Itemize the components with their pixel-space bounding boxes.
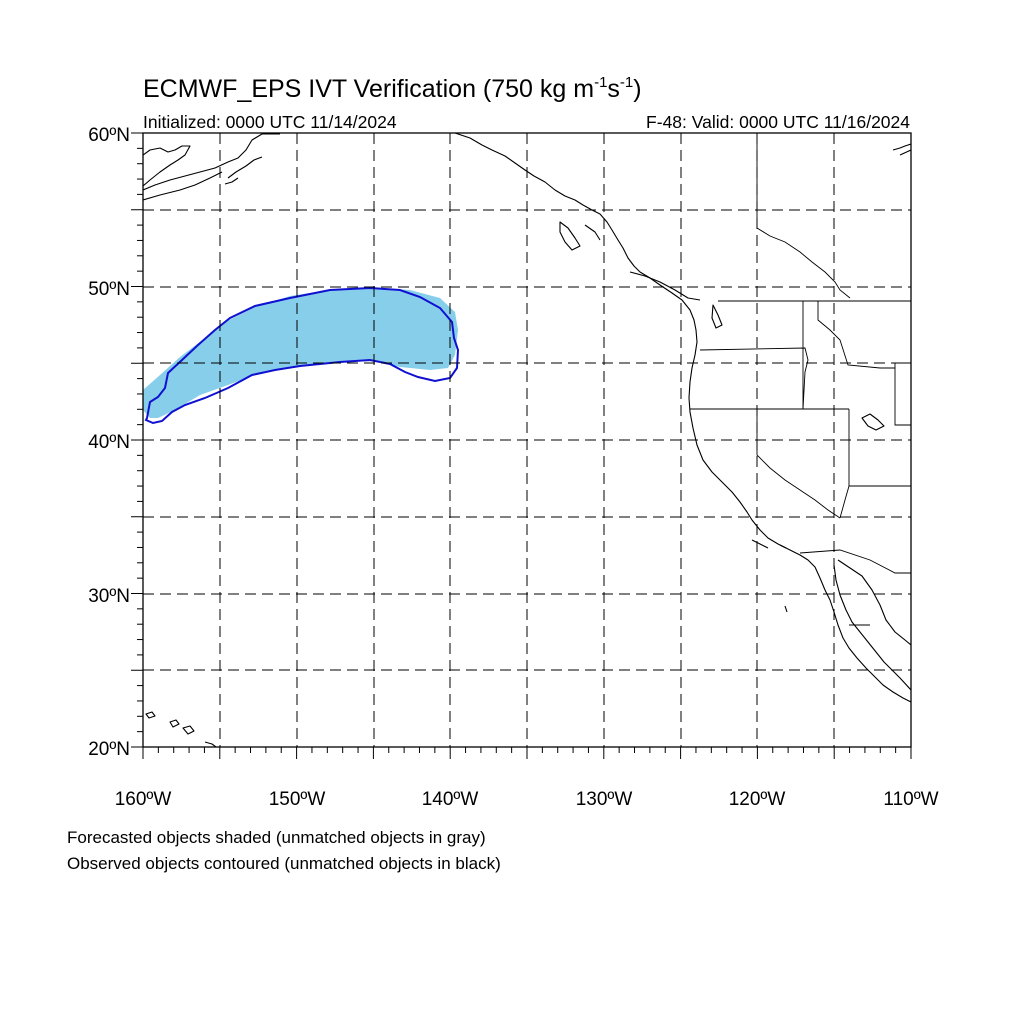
lon-label-110w: 110ºW [883,789,938,810]
north-america-coastline [454,133,911,703]
valid-label: F-48: Valid: 0000 UTC 11/16/2024 [646,112,910,132]
hawaii-islands [145,711,217,747]
forecast-note: Forecasted objects shaded (unmatched obj… [67,828,486,847]
lon-label-120w: 120ºW [729,789,786,810]
forecast-object-shaded [143,288,458,418]
lat-label-60: 60ºN [88,125,130,146]
alaska-coastline [143,133,911,201]
lon-label-160w: 160ºW [115,789,172,810]
axis-ticks [131,132,912,759]
lat-label-50: 50ºN [88,279,130,300]
lat-label-20: 20ºN [88,739,130,760]
lon-label-140w: 140ºW [422,789,479,810]
observed-object-contour [144,286,460,425]
map-title: ECMWF_EPS IVT Verification (750 kg m-1s-… [143,74,642,103]
latitude-gridlines [143,209,911,671]
political-borders [690,133,911,626]
lat-label-30: 30ºN [88,586,130,607]
lon-label-150w: 150ºW [269,789,326,810]
observed-note: Observed objects contoured (unmatched ob… [67,854,501,873]
initialized-label: Initialized: 0000 UTC 11/14/2024 [143,112,397,132]
lon-label-130w: 130ºW [576,789,633,810]
lat-label-40: 40ºN [88,432,130,453]
